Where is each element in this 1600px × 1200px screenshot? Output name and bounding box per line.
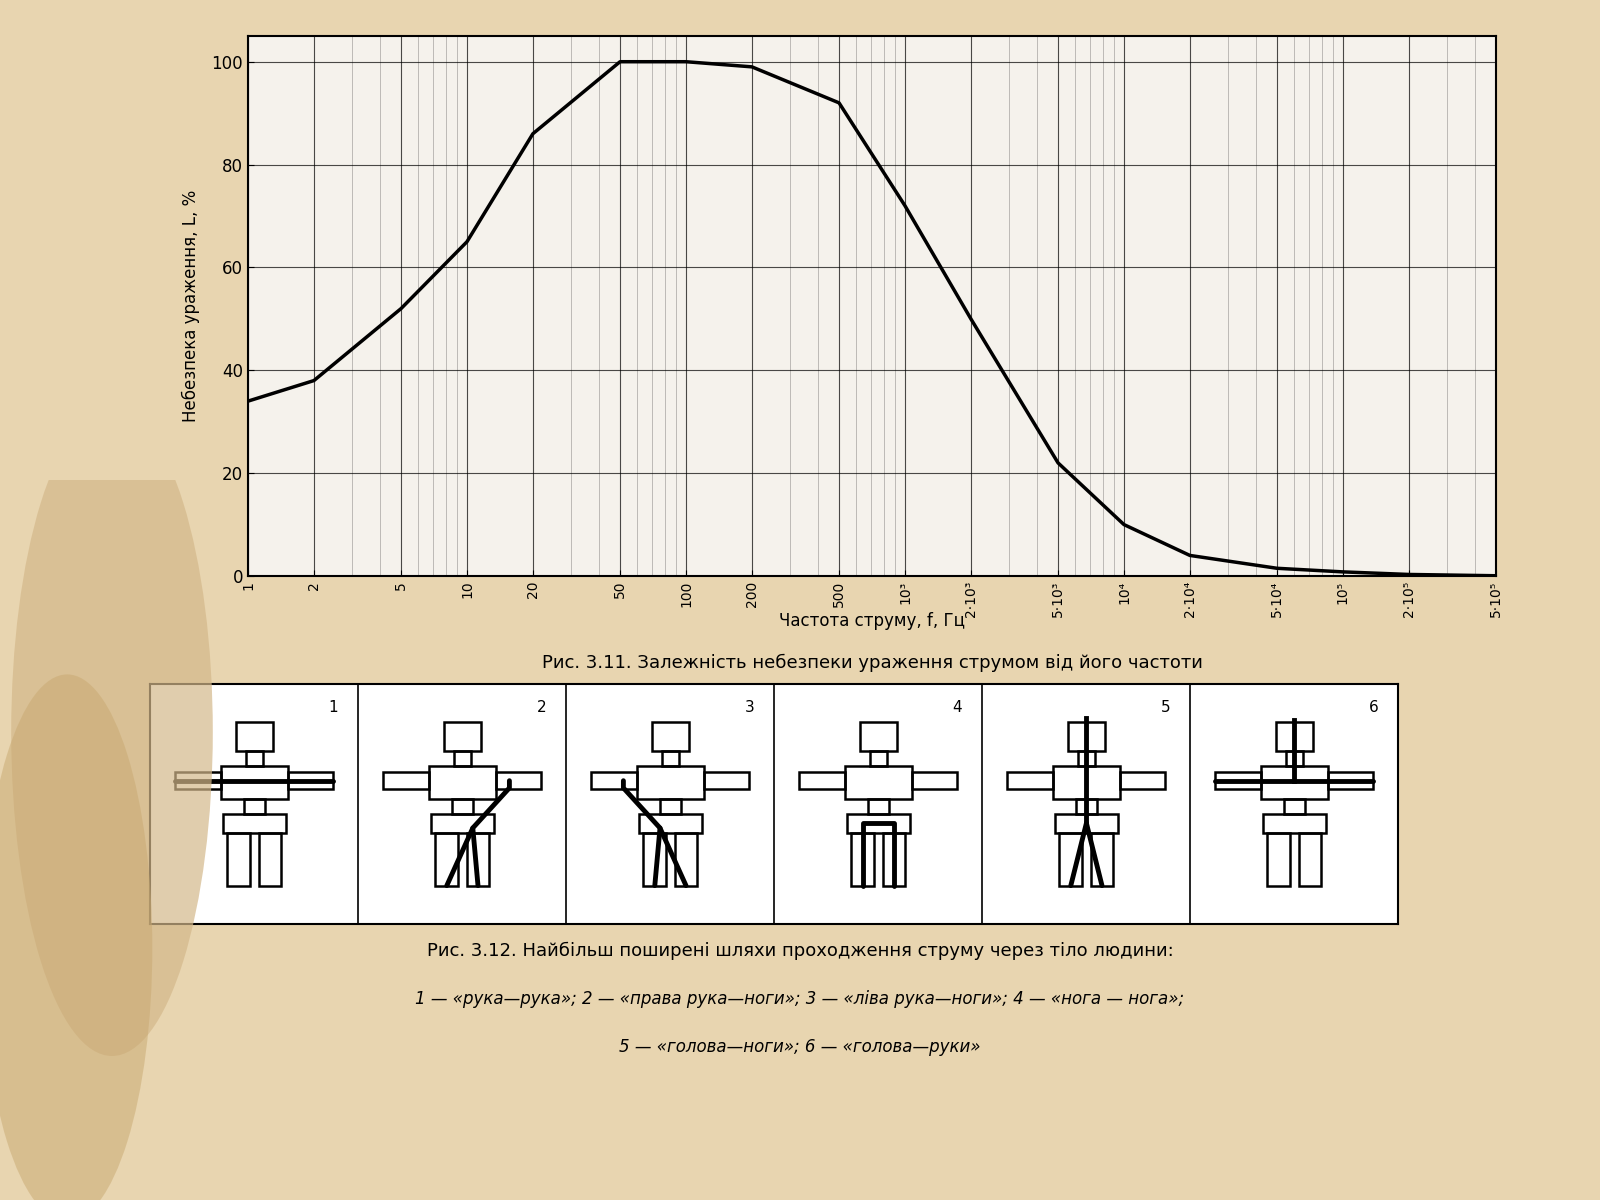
Bar — [222, 814, 285, 833]
Bar — [384, 773, 429, 790]
Bar — [235, 722, 274, 751]
Bar — [1267, 833, 1290, 886]
Bar — [675, 833, 698, 886]
Bar — [859, 722, 898, 751]
Bar — [704, 773, 749, 790]
Bar — [867, 799, 890, 814]
Text: 1: 1 — [328, 701, 338, 715]
Bar — [467, 833, 490, 886]
Text: Частота струму, f, Гц: Частота струму, f, Гц — [779, 612, 965, 630]
Bar — [800, 773, 845, 790]
Circle shape — [0, 674, 152, 1200]
Text: 5: 5 — [1160, 701, 1170, 715]
Bar — [221, 766, 288, 799]
Text: 3: 3 — [744, 701, 754, 715]
Text: 6: 6 — [1368, 701, 1378, 715]
Bar — [259, 833, 282, 886]
Circle shape — [11, 408, 213, 1056]
Bar — [1091, 833, 1114, 886]
Bar — [1261, 766, 1328, 799]
Bar — [912, 773, 957, 790]
Bar — [1056, 814, 1117, 833]
Bar — [432, 814, 493, 833]
Bar — [1264, 814, 1325, 833]
Bar — [845, 766, 912, 799]
Text: 4: 4 — [952, 701, 962, 715]
Bar — [661, 799, 682, 814]
Bar — [1053, 766, 1120, 799]
Bar — [883, 833, 906, 886]
Bar — [246, 751, 262, 766]
Bar — [1275, 722, 1314, 751]
Bar — [1216, 773, 1261, 790]
Text: 1 — «рука—рука»; 2 — «права рука—ноги»; 3 — «ліва рука—ноги»; 4 — «нога — нога»;: 1 — «рука—рука»; 2 — «права рука—ноги»; … — [416, 990, 1184, 1008]
Bar — [454, 751, 470, 766]
Bar — [1059, 833, 1082, 886]
Bar — [1067, 722, 1106, 751]
Bar — [443, 722, 482, 751]
Bar — [651, 722, 690, 751]
Bar — [1286, 751, 1302, 766]
Bar — [176, 773, 221, 790]
Y-axis label: Небезпека ураження, L, %: Небезпека ураження, L, % — [182, 190, 200, 422]
Bar — [662, 751, 678, 766]
Bar — [288, 773, 333, 790]
Text: 2: 2 — [536, 701, 546, 715]
Bar — [637, 766, 704, 799]
Bar — [643, 833, 666, 886]
Text: 5 — «голова—ноги»; 6 — «голова—руки»: 5 — «голова—ноги»; 6 — «голова—руки» — [619, 1038, 981, 1056]
Bar — [640, 814, 701, 833]
Bar — [1285, 799, 1306, 814]
Bar — [870, 751, 886, 766]
Bar — [851, 833, 874, 886]
Bar — [435, 833, 458, 886]
Bar — [243, 799, 266, 814]
Bar — [429, 766, 496, 799]
Bar — [227, 833, 250, 886]
Bar — [496, 773, 541, 790]
Bar — [1328, 773, 1373, 790]
Bar — [848, 814, 909, 833]
Bar — [1120, 773, 1165, 790]
Text: Рис. 3.11. Залежність небезпеки ураження струмом від його частоти: Рис. 3.11. Залежність небезпеки ураження… — [541, 654, 1203, 672]
Bar — [1075, 799, 1098, 814]
Bar — [1008, 773, 1053, 790]
Bar — [453, 799, 474, 814]
Bar — [1078, 751, 1094, 766]
Text: Рис. 3.12. Найбільш поширені шляхи проходження струму через тіло людини:: Рис. 3.12. Найбільш поширені шляхи прохо… — [427, 942, 1173, 960]
Bar — [1299, 833, 1322, 886]
Bar — [592, 773, 637, 790]
